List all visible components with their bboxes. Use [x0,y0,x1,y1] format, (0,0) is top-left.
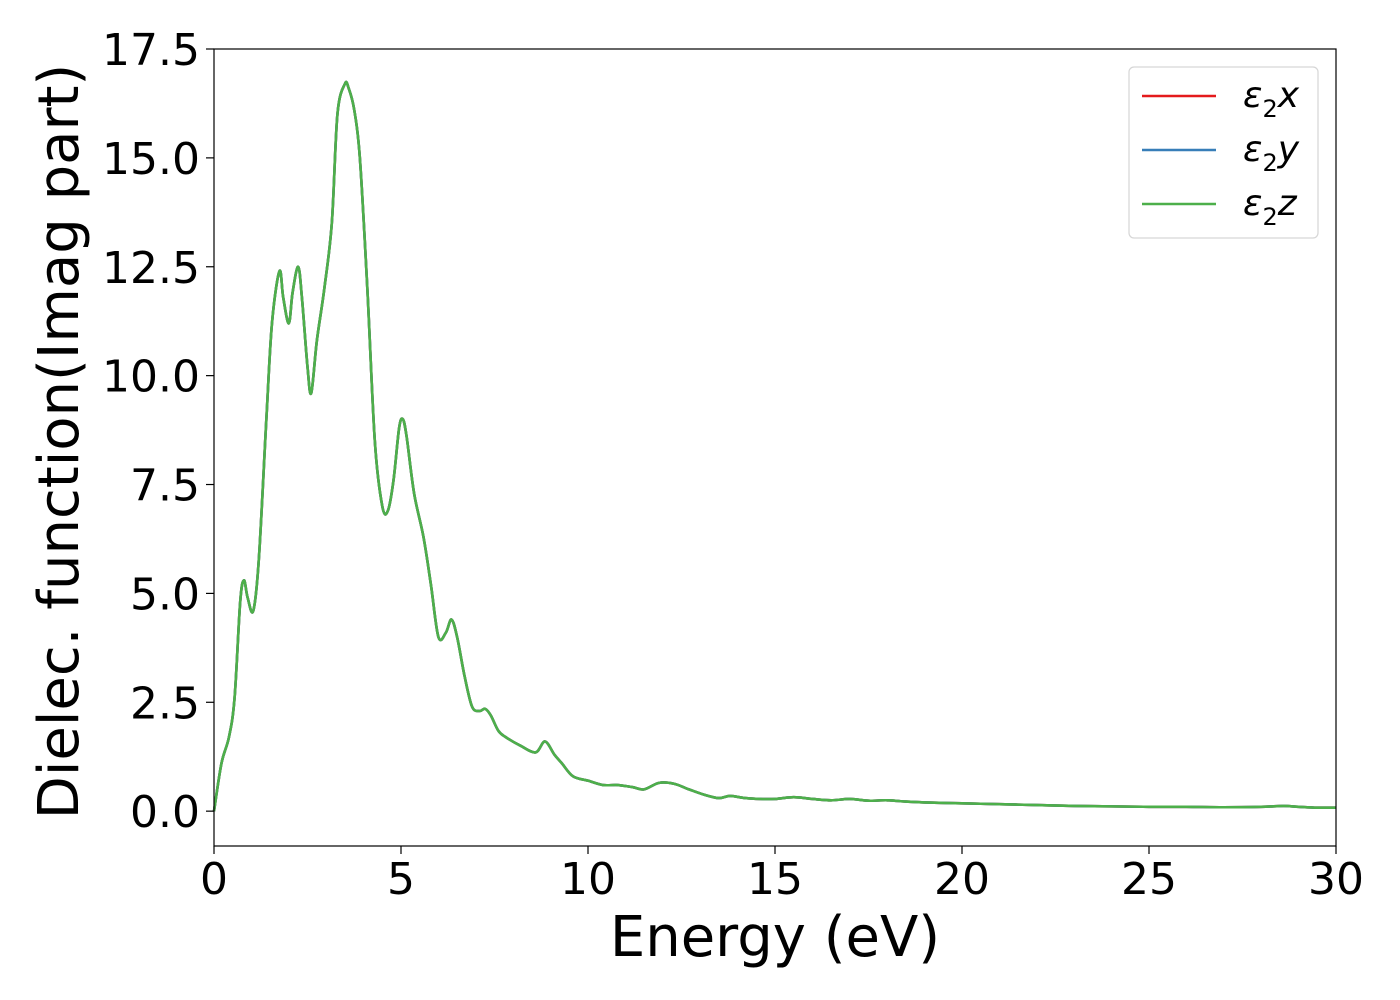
legend-subscript: 2 [1262,95,1277,123]
legend-symbol: ε [1243,183,1262,224]
legend-label: ε2z [1243,183,1298,231]
legend-component: y [1277,129,1300,170]
y-tick-label: 2.5 [130,678,200,729]
x-tick-label: 5 [387,854,415,905]
legend-label: ε2x [1243,75,1300,123]
x-axis-ticks: 0 5 10 15 20 25 30 [200,846,1364,905]
y-tick-label: 5.0 [130,569,200,620]
legend-symbol: ε [1243,75,1262,116]
legend-component: z [1277,183,1298,224]
x-tick-label: 20 [934,854,990,905]
y-tick-label: 17.5 [102,25,200,76]
y-tick-label: 0.0 [130,787,200,838]
x-tick-label: 30 [1308,854,1364,905]
plot-frame [213,48,1337,847]
series-layer [212,80,1337,812]
legend-label: ε2y [1243,129,1300,177]
x-tick-label: 10 [560,854,616,905]
y-tick-label: 10.0 [102,352,200,403]
y-axis-label: Dielec. function(Imag part) [27,64,92,820]
legend-box [1128,66,1319,239]
y-tick-label: 12.5 [102,243,200,294]
legend-subscript: 2 [1262,203,1277,231]
x-tick-label: 0 [200,854,228,905]
legend-component: x [1277,75,1300,116]
y-tick-label: 7.5 [130,461,200,512]
legend-subscript: 2 [1262,149,1277,177]
legend-symbol: ε [1243,129,1262,170]
y-tick-label: 15.0 [102,134,200,185]
series-line-z [212,80,1337,812]
y-axis-ticks: 0.0 2.5 5.0 7.5 10.0 12.5 15.0 17.5 [102,25,214,838]
x-tick-label: 15 [747,854,803,905]
x-tick-label: 25 [1121,854,1177,905]
x-axis-label: Energy (eV) [610,905,940,970]
